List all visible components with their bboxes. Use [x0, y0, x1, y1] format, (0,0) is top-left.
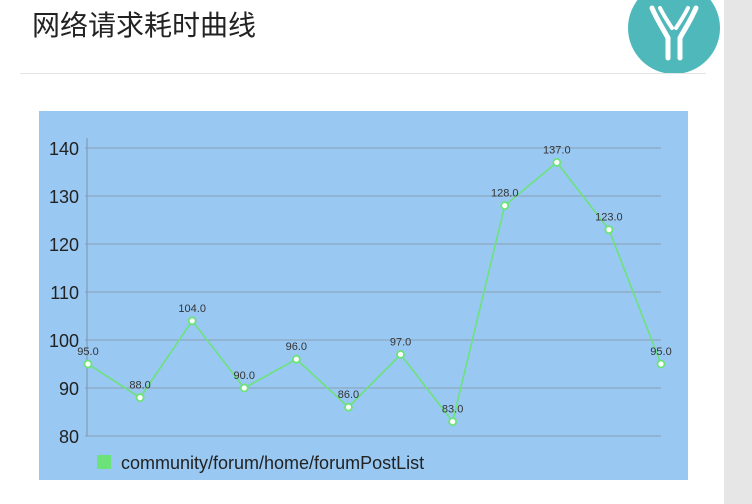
line-chart: 80 90 100 110 120 130 140 95.0 88.0 104.0 90.0 96.… — [39, 111, 688, 480]
data-point — [239, 383, 249, 393]
data-label: 90.0 — [234, 370, 255, 382]
chart-container: 80 90 100 110 120 130 140 95.0 88.0 104.0 90.0 96.… — [39, 111, 688, 480]
series-line — [87, 161, 662, 424]
data-label: 97.0 — [390, 336, 411, 348]
data-label: 104.0 — [178, 303, 206, 315]
data-point — [500, 201, 510, 210]
legend-swatch — [97, 455, 111, 469]
page-title: 网络请求耗时曲线 — [32, 9, 257, 42]
y-tick-label: 140 — [49, 139, 79, 159]
page: 网络请求耗时曲线 80 90 100 110 120 130 140 95.0 88.0 104… — [0, 0, 724, 504]
data-point — [344, 402, 353, 412]
data-label: 95.0 — [650, 346, 671, 358]
data-point — [448, 417, 458, 427]
data-point — [291, 354, 301, 364]
data-label: 86.0 — [338, 389, 359, 401]
data-point — [187, 316, 197, 326]
data-label: 137.0 — [543, 144, 571, 156]
data-point — [552, 158, 562, 167]
data-label: 83.0 — [442, 404, 463, 416]
y-tick-label: 100 — [49, 331, 79, 351]
chart-background — [39, 111, 688, 480]
avatar[interactable] — [628, 0, 720, 74]
data-label: 96.0 — [286, 341, 307, 353]
data-point — [396, 349, 405, 359]
y-tick-label: 110 — [50, 283, 79, 303]
data-label: 88.0 — [129, 380, 150, 392]
scrollbar[interactable] — [724, 0, 752, 504]
y-tick-label: 90 — [59, 379, 79, 399]
y-tick-label: 120 — [49, 235, 79, 255]
data-label: 128.0 — [491, 188, 519, 200]
data-point — [135, 393, 145, 403]
rabbit-logo-icon — [649, 5, 699, 61]
data-point — [656, 359, 666, 369]
y-tick-label: 80 — [59, 427, 79, 447]
divider — [20, 73, 706, 74]
y-tick-label: 130 — [49, 187, 79, 207]
data-label: 95.0 — [77, 346, 98, 358]
legend-label: community/forum/home/forumPostList — [121, 453, 424, 473]
data-label: 123.0 — [595, 212, 623, 224]
data-point — [604, 225, 614, 234]
data-point — [83, 359, 93, 369]
